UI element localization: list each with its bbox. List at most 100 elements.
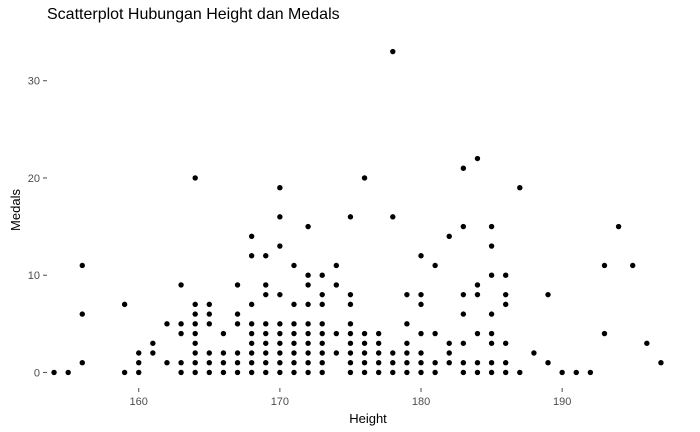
data-point — [488, 369, 495, 376]
data-point — [220, 330, 227, 337]
data-point — [502, 340, 509, 346]
data-point — [319, 321, 325, 327]
data-point — [277, 291, 283, 298]
data-point — [305, 330, 311, 337]
data-point — [248, 360, 255, 366]
data-point — [164, 360, 170, 366]
data-point — [234, 350, 241, 356]
data-point — [319, 291, 325, 298]
data-point — [361, 175, 368, 181]
data-point — [375, 340, 382, 346]
chart-title: Scatterplot Hubungan Height dan Medals — [47, 6, 340, 23]
data-point — [517, 184, 523, 191]
y-tick-label: 10 — [28, 270, 40, 282]
data-point — [277, 340, 283, 346]
data-point — [573, 369, 579, 376]
data-point — [390, 214, 396, 220]
data-point — [502, 272, 509, 278]
data-point — [248, 301, 255, 308]
data-point — [136, 360, 142, 366]
data-point — [333, 330, 340, 337]
data-point — [630, 262, 636, 269]
data-point — [587, 369, 594, 376]
data-point — [347, 321, 354, 327]
data-point — [305, 369, 311, 376]
data-point — [234, 311, 241, 317]
data-point — [263, 350, 269, 356]
data-point — [248, 350, 255, 356]
data-point — [277, 360, 283, 366]
data-point — [488, 272, 495, 278]
data-point — [305, 350, 311, 356]
data-point — [192, 301, 198, 308]
data-point — [474, 330, 481, 337]
data-point — [178, 360, 184, 366]
data-point — [263, 340, 269, 346]
data-point — [347, 330, 354, 337]
data-point — [375, 369, 382, 376]
x-axis-title: Height — [349, 411, 387, 426]
data-point — [248, 369, 255, 376]
data-point — [404, 340, 410, 346]
data-point — [291, 321, 297, 327]
y-axis-title: Medals — [8, 189, 23, 231]
data-point — [545, 291, 551, 298]
data-point — [121, 369, 128, 376]
data-point — [234, 321, 241, 327]
data-point — [291, 301, 297, 308]
data-point — [404, 350, 410, 356]
data-point — [319, 369, 325, 376]
data-point — [277, 243, 283, 249]
data-point — [319, 360, 325, 366]
data-point — [361, 360, 368, 366]
data-point — [446, 340, 452, 346]
data-point — [305, 301, 311, 308]
data-point — [192, 311, 198, 317]
data-point — [206, 360, 213, 366]
data-point — [192, 330, 198, 337]
data-point — [601, 262, 608, 269]
data-point — [474, 282, 481, 288]
data-point — [206, 311, 213, 317]
data-point — [305, 321, 311, 327]
data-point — [404, 291, 410, 298]
data-point — [192, 340, 198, 346]
data-point — [192, 360, 198, 366]
data-point — [375, 360, 382, 366]
data-point — [121, 301, 128, 308]
data-point — [79, 262, 85, 269]
data-point — [488, 223, 495, 230]
data-point — [178, 369, 184, 376]
data-point — [319, 301, 325, 308]
data-point — [305, 360, 311, 366]
data-point — [375, 350, 382, 356]
data-point — [248, 233, 255, 240]
x-tick-label: 160 — [130, 396, 148, 408]
data-point — [277, 350, 283, 356]
data-point — [305, 282, 311, 288]
data-point — [390, 360, 396, 366]
data-point — [347, 340, 354, 346]
data-point — [65, 369, 71, 376]
data-point — [319, 350, 325, 356]
data-point — [460, 223, 467, 230]
data-point — [248, 330, 255, 337]
x-tick-label: 190 — [553, 396, 571, 408]
data-point — [644, 340, 650, 346]
data-point — [291, 350, 297, 356]
data-point — [291, 262, 297, 269]
data-point — [460, 311, 467, 317]
data-point — [488, 330, 495, 337]
data-point — [277, 330, 283, 337]
data-point — [488, 340, 495, 346]
data-point — [418, 301, 424, 308]
data-point — [291, 369, 297, 376]
data-point — [517, 369, 523, 376]
data-point — [390, 48, 396, 55]
data-point — [502, 360, 509, 366]
data-point — [305, 272, 311, 278]
data-point — [248, 253, 255, 259]
data-point — [502, 301, 509, 308]
data-point — [418, 350, 424, 356]
